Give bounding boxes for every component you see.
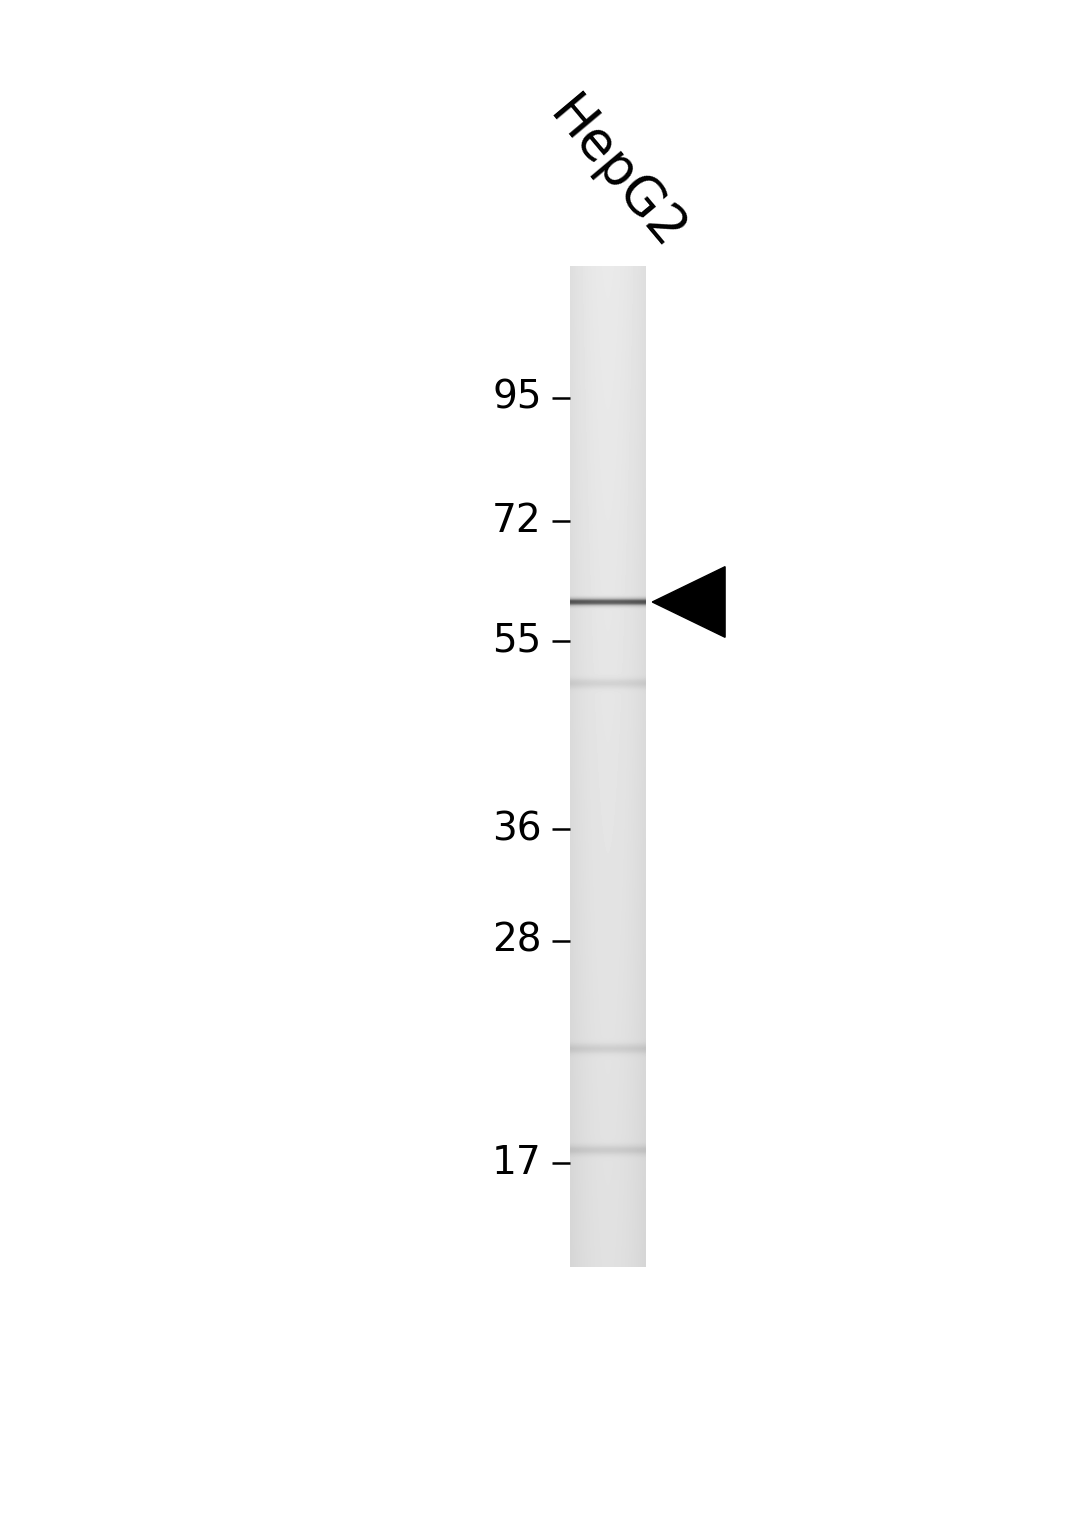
Text: HepG2: HepG2 <box>539 89 694 260</box>
Text: 55: 55 <box>492 622 542 659</box>
Text: 36: 36 <box>492 810 542 849</box>
Text: 95: 95 <box>492 379 542 416</box>
Text: 28: 28 <box>492 922 542 960</box>
Text: 17: 17 <box>492 1144 542 1182</box>
Polygon shape <box>652 567 725 638</box>
Text: 72: 72 <box>492 502 542 540</box>
